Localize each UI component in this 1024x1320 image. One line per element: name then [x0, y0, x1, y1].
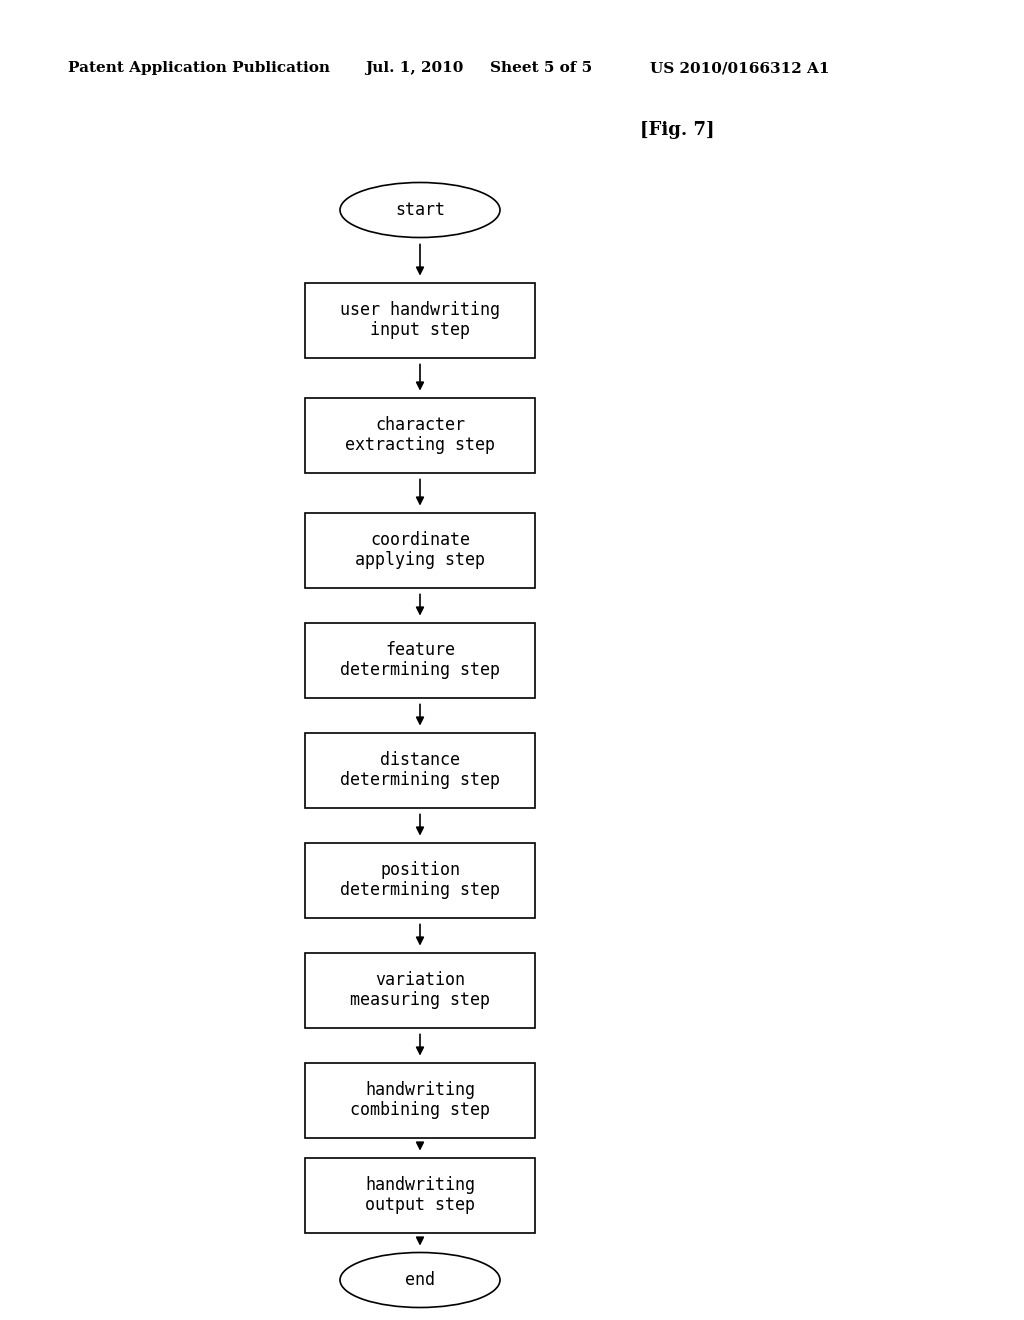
Text: feature
determining step: feature determining step [340, 640, 500, 680]
Bar [305, 733, 535, 808]
Bar [305, 842, 535, 917]
Bar [305, 953, 535, 1027]
Text: character
extracting step: character extracting step [345, 416, 495, 454]
Text: user handwriting
input step: user handwriting input step [340, 301, 500, 339]
Text: handwriting
combining step: handwriting combining step [350, 1081, 490, 1119]
Ellipse shape [340, 182, 500, 238]
Text: [Fig. 7]: [Fig. 7] [640, 121, 715, 139]
Text: position
determining step: position determining step [340, 861, 500, 899]
Text: Sheet 5 of 5: Sheet 5 of 5 [490, 61, 592, 75]
Text: variation
measuring step: variation measuring step [350, 970, 490, 1010]
Ellipse shape [340, 1253, 500, 1308]
Text: handwriting
output step: handwriting output step [365, 1176, 475, 1214]
Bar [305, 1063, 535, 1138]
Bar [305, 282, 535, 358]
Bar [305, 1158, 535, 1233]
Text: distance
determining step: distance determining step [340, 751, 500, 789]
Text: Patent Application Publication: Patent Application Publication [68, 61, 330, 75]
Text: Jul. 1, 2010: Jul. 1, 2010 [365, 61, 464, 75]
Bar [305, 512, 535, 587]
Text: start: start [395, 201, 445, 219]
Text: US 2010/0166312 A1: US 2010/0166312 A1 [650, 61, 829, 75]
Text: end: end [406, 1271, 435, 1290]
Bar [305, 397, 535, 473]
Text: coordinate
applying step: coordinate applying step [355, 531, 485, 569]
Bar [305, 623, 535, 697]
